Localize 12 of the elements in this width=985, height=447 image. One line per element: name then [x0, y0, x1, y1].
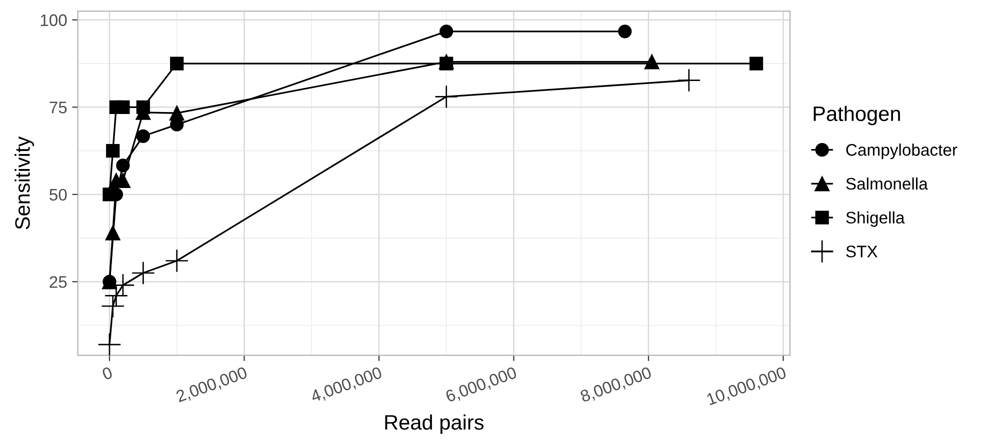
y-tick-label: 75 — [50, 102, 67, 114]
y-tick-label: 25 — [50, 276, 67, 288]
y-tick-label: 100 — [40, 14, 67, 26]
x-axis-title: Read pairs — [385, 414, 484, 434]
y-axis-title: Sensitivity — [14, 136, 34, 230]
legend-title: Pathogen — [814, 106, 900, 126]
legend-label: Campylobacter — [846, 144, 958, 160]
legend-label: Shigella — [846, 211, 905, 227]
y-tick-label: 50 — [50, 188, 67, 201]
legend-label: STX — [846, 246, 878, 258]
legend-label: Salmonella — [846, 177, 928, 190]
x-tick-label: 0 — [102, 366, 114, 380]
